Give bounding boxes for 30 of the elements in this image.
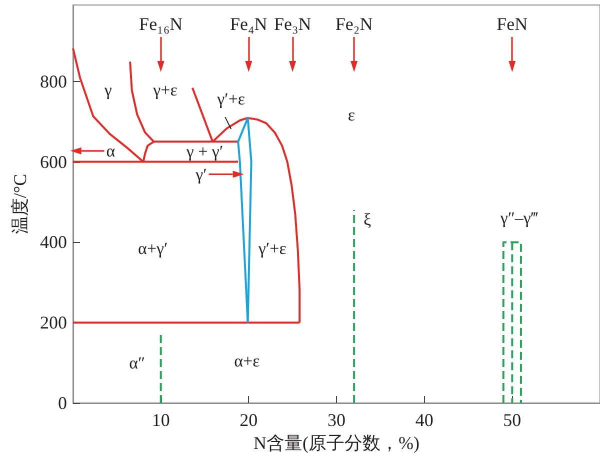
annotation: ξ — [363, 210, 372, 230]
ref-line-label: Fe₃N — [274, 14, 312, 34]
annotation: γ + γ′ — [185, 142, 224, 162]
annotation: α+γ′ — [138, 239, 168, 258]
y-tick-label: 600 — [40, 152, 67, 172]
ref-line-label: Fe₂N — [335, 14, 373, 34]
x-tick-label: 20 — [240, 410, 258, 430]
annotation: ε — [348, 106, 355, 125]
x-tick-label: 10 — [152, 410, 170, 430]
x-tick-label: 40 — [415, 410, 434, 430]
annotation: γ′ — [194, 164, 207, 184]
y-tick-label: 200 — [40, 312, 67, 333]
annotation: α — [106, 141, 116, 160]
annotation: γ — [103, 80, 112, 100]
x-tick-label: 30 — [328, 410, 346, 430]
annotation: γ″–γ‴ — [499, 208, 538, 228]
annotation: α+ε — [234, 351, 260, 370]
annotation: γ+ε — [152, 80, 178, 100]
ref-line-label: Fe₄N — [230, 14, 268, 34]
annotation: γ′+ε — [216, 90, 246, 109]
y-axis-title: 温度/°C — [10, 174, 30, 234]
x-axis-title: N含量(原子分数，%) — [254, 433, 420, 453]
y-tick-label: 800 — [40, 71, 67, 92]
annotation: α″ — [129, 353, 146, 372]
y-tick-label: 400 — [40, 232, 67, 252]
ref-line-label: FeN — [496, 14, 528, 34]
ref-line-label: Fe₁₆N — [139, 14, 183, 34]
y-tick-label: 0 — [58, 393, 67, 413]
x-tick-label: 50 — [503, 410, 522, 430]
annotation: γ′+ε — [257, 239, 286, 258]
